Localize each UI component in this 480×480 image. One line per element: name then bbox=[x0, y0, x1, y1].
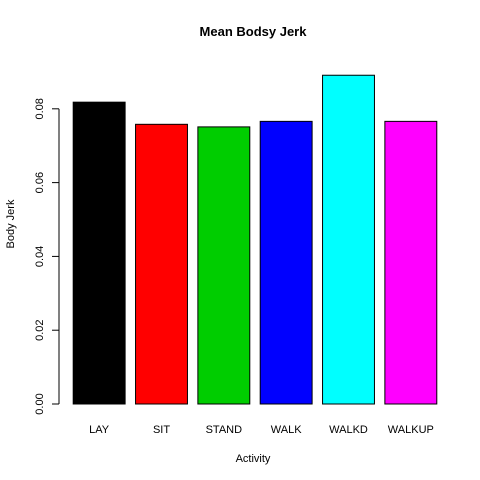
y-axis: 0.00 0.02 0.04 0.06 0.08 bbox=[34, 98, 60, 415]
bar-stand bbox=[197, 126, 251, 405]
x-tick-label-stand: STAND bbox=[206, 424, 243, 436]
y-tick-label: 0.06 bbox=[34, 172, 46, 193]
y-axis-label: Body Jerk bbox=[5, 199, 17, 248]
x-tick-labels-group: LAY SIT STAND WALK WALKD WALKUP bbox=[89, 424, 434, 436]
chart-title: Mean Bodsy Jerk bbox=[200, 24, 308, 39]
bars-group bbox=[72, 74, 438, 405]
bar-walkup bbox=[384, 120, 438, 405]
x-tick-label-sit: SIT bbox=[153, 424, 170, 436]
y-tick-label: 0.02 bbox=[34, 319, 46, 340]
x-tick-label-walkd: WALKD bbox=[329, 424, 368, 436]
x-tick-label-walkup: WALKUP bbox=[388, 424, 434, 436]
bar-walk bbox=[259, 120, 313, 405]
y-tick-label: 0.08 bbox=[34, 98, 46, 119]
bar-walkd bbox=[322, 74, 375, 405]
x-axis-label: Activity bbox=[236, 453, 271, 465]
bar-lay bbox=[72, 101, 126, 405]
bar-sit bbox=[135, 123, 188, 405]
x-tick-label-walk: WALK bbox=[271, 424, 302, 436]
y-tick-label: 0.00 bbox=[34, 393, 46, 414]
y-tick-label: 0.04 bbox=[34, 246, 46, 267]
x-tick-label-lay: LAY bbox=[89, 424, 110, 436]
